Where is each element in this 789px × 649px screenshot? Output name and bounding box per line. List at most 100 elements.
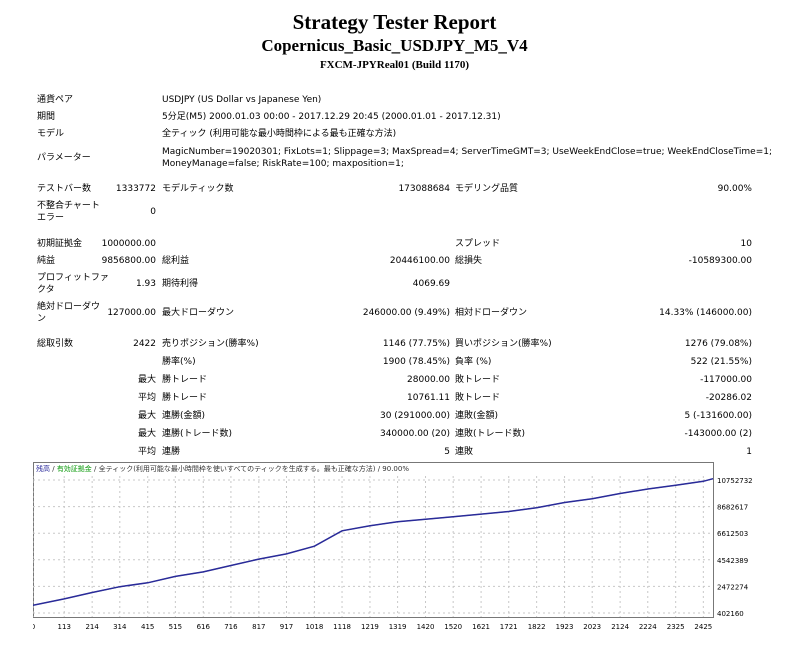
- x-tick-label: 1621: [472, 623, 490, 631]
- avg-consec-losses-value: 1: [746, 447, 752, 457]
- consec-profit-label: 連勝(トレード数): [162, 429, 233, 439]
- x-tick-label: 616: [197, 623, 211, 631]
- params-line-1: MagicNumber=19020301; FixLots=1; Slippag…: [162, 147, 772, 157]
- long-label: 買いポジション(勝率%): [455, 339, 552, 349]
- maxdd-label: 最大ドローダウン: [162, 308, 235, 318]
- deposit-label: 初期証拠金: [37, 239, 83, 249]
- avg-win-label: 勝トレード: [162, 393, 208, 403]
- x-tick-label: 2023: [583, 623, 601, 631]
- y-tick-label: 10752732: [717, 477, 753, 485]
- grossprofit-value: 20446100.00: [389, 256, 450, 266]
- short-label: 売りポジション(勝率%): [162, 339, 259, 349]
- x-tick-label: 1923: [556, 623, 574, 631]
- x-tick-label: 2124: [611, 623, 629, 631]
- x-tick-label: 2325: [667, 623, 685, 631]
- largest-win-label: 勝トレード: [162, 375, 208, 385]
- x-tick-label: 0: [33, 623, 35, 631]
- reldd-label: 相対ドローダウン: [455, 308, 528, 318]
- x-tick-label: 515: [169, 623, 182, 631]
- avg-consec-wins-label: 連勝: [162, 447, 181, 457]
- legend-model: 全ティック(利用可能な最小時間枠を使いすべてのティックを生成する。最も正確な方法…: [99, 464, 376, 473]
- chart-legend: 残高 / 有効証拠金 / 全ティック(利用可能な最小時間枠を使いすべてのティック…: [36, 464, 409, 473]
- max-consec-prefix: 最大: [137, 411, 156, 421]
- symbol-value: USDJPY (US Dollar vs Japanese Yen): [162, 95, 322, 105]
- spread-label: スプレッド: [455, 239, 501, 249]
- winrate-label: 勝率(%): [162, 357, 196, 367]
- x-tick-label: 1018: [305, 623, 323, 631]
- period-label: 期間: [37, 112, 56, 122]
- pf-label-1: プロフィットファ: [37, 273, 109, 283]
- consec-losses-label: 連敗(金額): [455, 411, 499, 421]
- mismatch-label-2: エラー: [37, 213, 65, 223]
- model-label: モデル: [37, 129, 65, 139]
- avg-loss-label: 敗トレード: [455, 393, 501, 403]
- absdd-value: 127000.00: [107, 308, 156, 318]
- consec-wins-value: 30 (291000.00): [379, 411, 450, 421]
- x-tick-label: 1319: [389, 623, 407, 631]
- avg-consec-prefix: 平均: [137, 447, 156, 457]
- x-axis-ticks: 0 113 214 314 415 515 616 716 817 917 1018 1118 1219…: [33, 623, 712, 631]
- pf-label-2: クタ: [37, 285, 55, 295]
- plot-frame: [33, 462, 714, 618]
- y-tick-label: 4542389: [717, 557, 748, 565]
- largest-loss-label: 敗トレード: [455, 375, 501, 385]
- netprofit-value: 9856800.00: [101, 256, 156, 266]
- deposit-value: 1000000.00: [101, 239, 156, 249]
- grossprofit-label: 総利益: [162, 256, 190, 266]
- balance-chart: 残高 / 有効証拠金 / 全ティック(利用可能な最小時間枠を使いすべてのティック…: [33, 462, 753, 631]
- legend-equity: 有効証拠金: [57, 464, 92, 473]
- ticks-label: モデルティック数: [162, 184, 234, 194]
- x-tick-label: 2224: [639, 623, 657, 631]
- lossrate-label: 負率 (%): [455, 357, 492, 367]
- lossrate-value: 522 (21.55%): [690, 357, 752, 367]
- report-title: Strategy Tester Report: [292, 10, 497, 34]
- x-tick-label: 1822: [528, 623, 546, 631]
- average-prefix: 平均: [137, 393, 156, 403]
- pf-value: 1.93: [135, 279, 156, 289]
- maxdd-value: 246000.00 (9.49%): [362, 308, 450, 318]
- x-tick-label: 1420: [417, 623, 435, 631]
- x-tick-label: 817: [252, 623, 265, 631]
- avg-loss-value: -20286.02: [705, 393, 752, 403]
- ticks-value: 173088684: [398, 184, 450, 194]
- grossloss-value: -10589300.00: [688, 256, 752, 266]
- grossloss-label: 総損失: [455, 256, 483, 266]
- server-build: FXCM-JPYReal01 (Build 1170): [319, 59, 470, 71]
- y-tick-label: 8682617: [717, 504, 748, 512]
- params-line-2: MoneyManage=false; RiskRate=100; maxposi…: [162, 159, 404, 169]
- model-value: 全ティック (利用可能な最小時間枠による最も正確な方法): [162, 129, 397, 139]
- avg-consec-wins-value: 5: [444, 447, 450, 457]
- long-value: 1276 (79.08%): [684, 339, 752, 349]
- y-tick-label: 402160: [717, 610, 744, 618]
- absdd-label-1: 絶対ドローダウ: [37, 302, 101, 312]
- consec-loss-value: -143000.00 (2): [684, 429, 752, 439]
- netprofit-label: 純益: [37, 256, 56, 266]
- payoff-label: 期待利得: [162, 279, 199, 289]
- y-axis-ticks: 402160 2472274 4542389 6612503 8682617 107527…: [717, 477, 753, 618]
- consec-loss-label: 連敗(トレード数): [455, 429, 526, 439]
- winrate-value: 1900 (78.45%): [382, 357, 450, 367]
- consec-profit-value: 340000.00 (20): [379, 429, 450, 439]
- max-consec-count-prefix: 最大: [137, 429, 156, 439]
- legend-quality: 90.00%: [382, 465, 409, 473]
- x-tick-label: 214: [85, 623, 99, 631]
- mismatch-label-1: 不整合チャート: [37, 201, 100, 211]
- period-value: 5分足(M5) 2000.01.03 00:00 - 2017.12.29 20…: [162, 112, 501, 122]
- short-value: 1146 (77.75%): [382, 339, 450, 349]
- spread-value: 10: [740, 239, 752, 249]
- largest-win-value: 28000.00: [407, 375, 450, 385]
- payoff-value: 4069.69: [412, 279, 450, 289]
- params-label: パラメーター: [37, 153, 91, 163]
- consec-wins-label: 連勝(金額): [162, 411, 206, 421]
- x-tick-label: 716: [224, 623, 238, 631]
- x-tick-label: 415: [141, 623, 154, 631]
- chart-grid: [33, 476, 713, 617]
- bars-label: テストバー数: [37, 184, 92, 194]
- quality-value: 90.00%: [717, 184, 752, 194]
- x-tick-label: 1118: [333, 623, 351, 631]
- x-tick-label: 1219: [361, 623, 379, 631]
- consec-losses-value: 5 (-131600.00): [684, 411, 752, 421]
- x-tick-label: 917: [280, 623, 293, 631]
- x-tick-label: 314: [113, 623, 127, 631]
- y-tick-label: 6612503: [717, 530, 748, 538]
